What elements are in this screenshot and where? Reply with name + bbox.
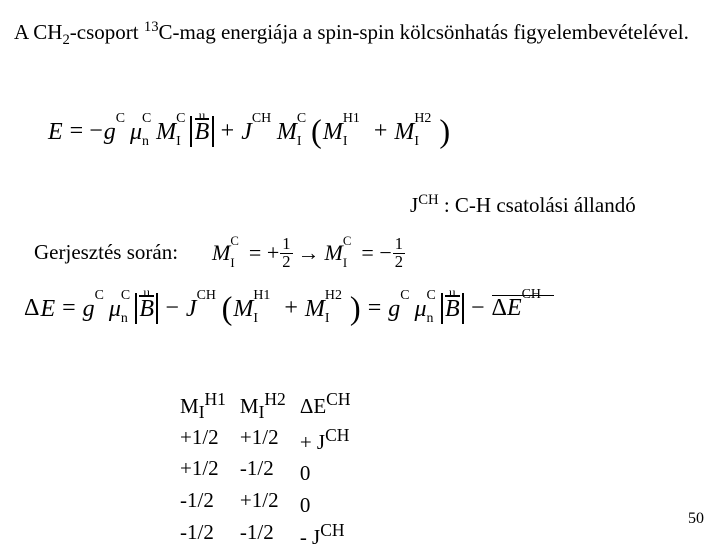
table-row: -1/2 -1/2 - JCH [180,519,364,551]
th2-sup: H2 [264,389,285,409]
page-number: 50 [688,510,704,528]
table-header-h2: MIH2 [240,388,300,424]
cell: - JCH [300,519,365,551]
jch-b: CH [418,192,438,208]
table-row: +1/2 +1/2 + JCH [180,424,364,456]
excitation-label: Gerjesztés során: [34,240,178,265]
equation-excitation: MCI = + 12 → MCI = − 12 [212,236,405,270]
cell: -1/2 [240,519,300,551]
table-header-h1: MIH1 [180,388,240,424]
cell: + JCH [300,424,365,456]
th3-sup: CH [326,389,350,409]
cell: +1/2 [240,424,300,456]
page-title: A CH2-csoport 13C-mag energiája a spin-s… [14,18,694,51]
cell: +1/2 [180,424,240,456]
cell: -1/2 [180,519,240,551]
cell: -1/2 [180,487,240,519]
title-text-c: -csoport [70,20,144,44]
cell: 0 [300,487,365,519]
cell: -1/2 [240,455,300,487]
coupling-constant-label: JCH : C-H csatolási állandó [410,192,636,218]
cell: +1/2 [180,455,240,487]
th1-sup: H1 [205,389,226,409]
cell: +1/2 [240,487,300,519]
title-text-e: C-mag energiája a spin-spin kölcsönhatás… [159,20,689,44]
table-row: +1/2 -1/2 0 [180,455,364,487]
equation-delta-energy: ΔE = gC μCn uB − JCH ( MH1I + MH2I ) = g… [24,295,554,322]
title-text-a: A CH [14,20,62,44]
jch-c: : C-H csatolási állandó [439,193,636,217]
table-row: -1/2 +1/2 0 [180,487,364,519]
table-header-de: ΔECH [300,388,365,424]
cell: 0 [300,455,365,487]
cell-sup: CH [325,425,349,445]
equation-energy: E = − gC μCn MCI uB + JCH MCI ( MH1I + M… [48,118,450,145]
jch-a: J [410,193,418,217]
table-header-row: MIH1 MIH2 ΔECH [180,388,364,424]
cell-sup: CH [320,520,344,540]
title-sup: 13 [144,19,159,35]
spin-state-table: MIH1 MIH2 ΔECH +1/2 +1/2 + JCH +1/2 -1/2… [180,388,364,551]
title-sub: 2 [62,32,69,48]
